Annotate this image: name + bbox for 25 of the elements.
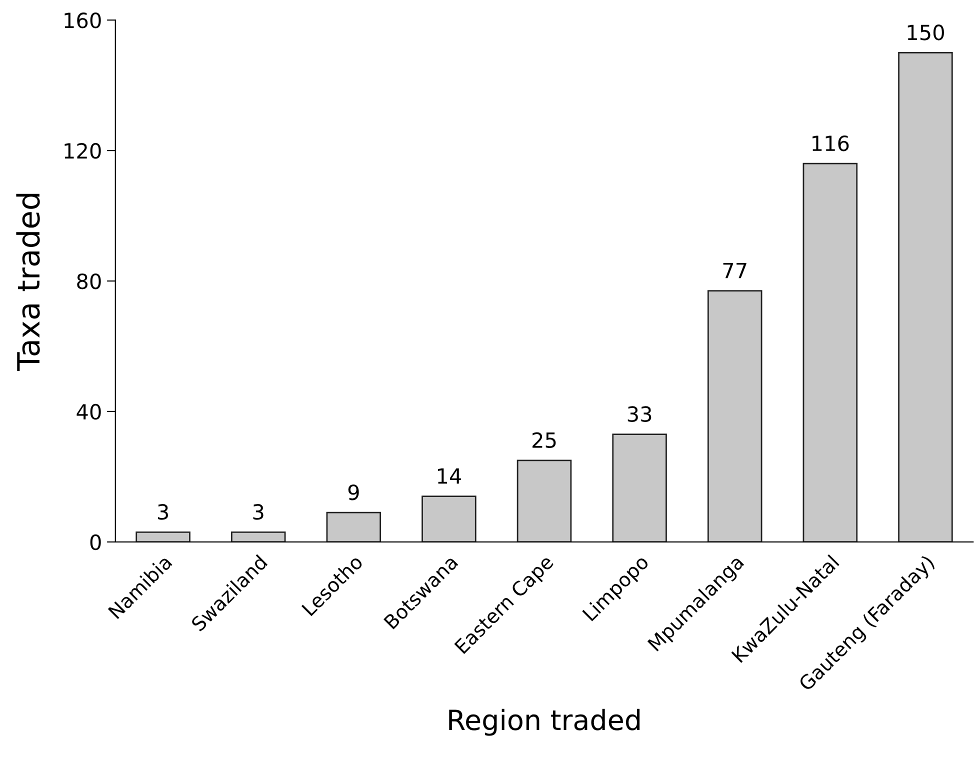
data-label: 77 bbox=[723, 262, 746, 278]
data-label: 3 bbox=[253, 504, 264, 520]
data-label: 33 bbox=[628, 406, 652, 422]
bar bbox=[707, 290, 762, 542]
y-tick-label: 40 bbox=[76, 404, 101, 420]
bar bbox=[326, 512, 382, 542]
y-tick-label: 120 bbox=[64, 142, 101, 159]
data-label: 3 bbox=[158, 504, 168, 520]
bar bbox=[230, 531, 286, 542]
bar bbox=[136, 531, 190, 542]
y-tick-label: 80 bbox=[77, 273, 101, 290]
bar bbox=[612, 434, 667, 542]
y-tick-label: 160 bbox=[64, 12, 101, 28]
data-label: 116 bbox=[812, 135, 849, 152]
bar bbox=[898, 52, 953, 542]
data-label: 9 bbox=[348, 484, 359, 500]
data-label: 25 bbox=[532, 432, 556, 448]
data-label: 14 bbox=[438, 468, 462, 484]
bar bbox=[802, 162, 858, 542]
y-tick-label: 0 bbox=[90, 534, 101, 550]
y-axis-title: Taxa traded bbox=[16, 194, 40, 371]
bar bbox=[516, 460, 572, 542]
bar bbox=[422, 496, 476, 542]
x-axis-title: Region traded bbox=[449, 708, 640, 736]
data-label: 150 bbox=[908, 24, 944, 40]
